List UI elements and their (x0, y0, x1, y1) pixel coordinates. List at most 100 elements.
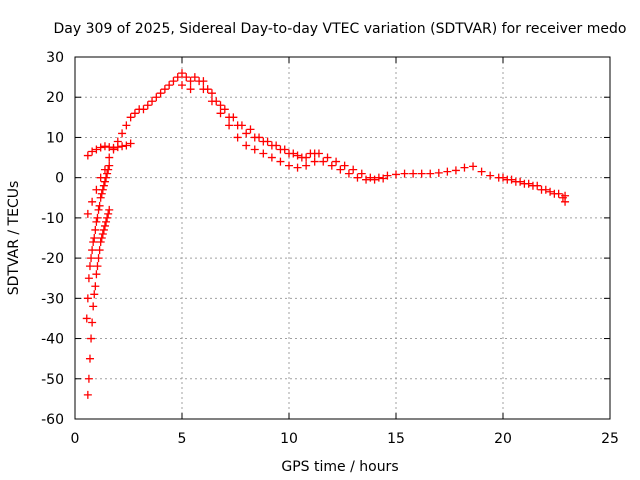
data-point (443, 167, 452, 176)
data-point (94, 254, 103, 263)
y-tick-label: -20 (41, 251, 64, 267)
series-upper-branch (83, 69, 195, 218)
data-point (332, 157, 341, 166)
data-point (88, 147, 97, 156)
x-tick-label: 25 (601, 431, 619, 447)
data-point (109, 143, 118, 152)
data-point (118, 142, 127, 151)
y-tick-label: -30 (41, 291, 64, 307)
data-point (242, 129, 251, 138)
data-point (400, 169, 409, 178)
data-point (88, 246, 97, 255)
data-point (178, 69, 186, 78)
data-point (250, 133, 259, 142)
data-point (173, 73, 182, 82)
data-point (93, 213, 102, 222)
data-point (259, 149, 268, 158)
data-point (88, 318, 97, 327)
data-point (546, 187, 555, 196)
data-point (349, 165, 358, 174)
data-point (96, 238, 105, 247)
series-late-branch (190, 73, 319, 162)
data-point (165, 81, 174, 90)
data-point (250, 145, 259, 154)
data-point (89, 238, 98, 247)
data-point (148, 97, 157, 106)
data-point (113, 143, 122, 152)
data-point (99, 225, 108, 234)
y-tick-label: 10 (46, 130, 64, 146)
data-point (83, 151, 92, 160)
y-axis-title: SDTVAR / TECUs (6, 181, 22, 296)
data-point (310, 149, 319, 158)
data-point (100, 142, 109, 151)
data-point (533, 181, 542, 190)
data-point (392, 170, 400, 179)
data-point (276, 145, 285, 154)
data-point (118, 129, 127, 138)
data-point (122, 141, 131, 150)
y-tick-label: -60 (41, 412, 64, 428)
data-point (225, 113, 234, 122)
data-point (460, 163, 469, 172)
data-point (216, 109, 225, 118)
data-point (550, 189, 559, 198)
data-point (220, 105, 229, 114)
data-point (233, 133, 242, 142)
data-point (178, 81, 186, 90)
data-point (104, 209, 113, 218)
data-point (379, 174, 388, 183)
data-point (96, 173, 105, 182)
data-point (486, 171, 495, 180)
data-point (103, 213, 112, 222)
data-point (561, 197, 570, 206)
data-point (302, 161, 311, 170)
data-point (85, 354, 94, 363)
data-point (169, 77, 178, 86)
data-point (97, 234, 106, 242)
data-point (216, 101, 225, 110)
data-point (434, 168, 443, 177)
x-tick-label: 0 (71, 431, 80, 447)
data-point (207, 89, 216, 98)
series-early-cluster (83, 139, 135, 160)
data-point (319, 157, 328, 166)
data-point (267, 141, 276, 150)
data-point (99, 181, 108, 190)
data-point (100, 177, 109, 186)
data-point (103, 169, 112, 178)
data-point (84, 274, 93, 283)
data-point (541, 185, 550, 194)
data-point (82, 314, 91, 323)
data-point (87, 334, 96, 343)
x-tick-label: 15 (387, 431, 405, 447)
data-point (87, 254, 96, 263)
data-point (426, 169, 435, 178)
data-point (469, 162, 478, 171)
data-point (126, 139, 135, 148)
data-point (362, 175, 371, 184)
data-point (516, 177, 525, 186)
data-point (88, 197, 97, 206)
data-point (302, 153, 311, 162)
data-point (94, 205, 103, 214)
data-point (340, 161, 349, 170)
data-point (100, 165, 109, 174)
data-point (374, 173, 383, 182)
data-point (93, 262, 102, 271)
data-point (285, 161, 293, 170)
data-point (417, 169, 426, 178)
data-point (293, 163, 302, 172)
data-point (383, 171, 392, 180)
series-steep-rise-branch (82, 161, 114, 323)
y-tick-label: -10 (41, 211, 64, 227)
series-lower-band (199, 85, 388, 184)
data-point (267, 153, 276, 162)
data-point (327, 161, 336, 170)
data-point (90, 234, 99, 242)
chart-title: Day 309 of 2025, Sidereal Day-to-day VTE… (54, 21, 627, 37)
data-point (182, 73, 191, 82)
data-point (91, 225, 100, 234)
data-point (190, 73, 199, 82)
